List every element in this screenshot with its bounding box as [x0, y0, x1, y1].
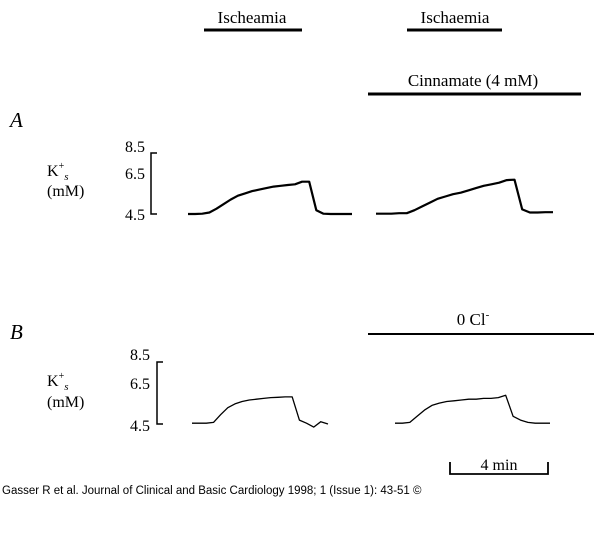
treatment-label-b: 0 Cl- [457, 309, 490, 329]
y-axis-label-main: K [47, 373, 59, 390]
y-axis-label-main: K [47, 163, 59, 180]
treatment-label-b-main: 0 Cl [457, 310, 486, 329]
y-axis-label-sub: s [64, 171, 68, 183]
y-scale-bracket-b [156, 361, 163, 425]
y-axis-label-sup: + [59, 161, 65, 172]
y-scale-bracket-a [150, 152, 157, 215]
y-tick-label: 8.5 [125, 139, 145, 156]
period-label-2: Ischaemia [421, 8, 490, 27]
panel-b-traces [192, 394, 550, 428]
y-tick-label: 6.5 [130, 376, 150, 393]
treatment-label-a: Cinnamate (4 mM) [408, 71, 538, 90]
figure-caption: Gasser R et al. Journal of Clinical and … [2, 485, 422, 497]
ks-trace-a-1 [188, 180, 352, 216]
y-tick-label: 8.5 [130, 347, 150, 364]
ks-trace-b-2 [395, 394, 550, 424]
ks-trace-a-2 [376, 178, 553, 215]
y-axis-unit: (mM) [47, 394, 84, 411]
period-label-1: Ischeamia [218, 8, 287, 27]
y-axis-label-sub: s [64, 381, 68, 393]
y-axis-unit: (mM) [47, 183, 84, 200]
time-scale-label: 4 min [481, 457, 518, 474]
ks-trace-b-1 [192, 396, 329, 428]
y-axis-label: K+s [47, 371, 68, 393]
y-tick-label: 6.5 [125, 166, 145, 183]
treatment-label-b-sup: - [486, 309, 490, 321]
panel-label-a: A [8, 108, 23, 132]
y-axis-label: K+s [47, 161, 68, 183]
panel-label-b: B [10, 320, 23, 344]
panel-a-traces [188, 178, 553, 216]
y-axis-label-sup: + [59, 371, 65, 382]
y-tick-label: 4.5 [125, 207, 145, 224]
time-scale-bar [449, 462, 549, 475]
y-tick-label: 4.5 [130, 418, 150, 435]
